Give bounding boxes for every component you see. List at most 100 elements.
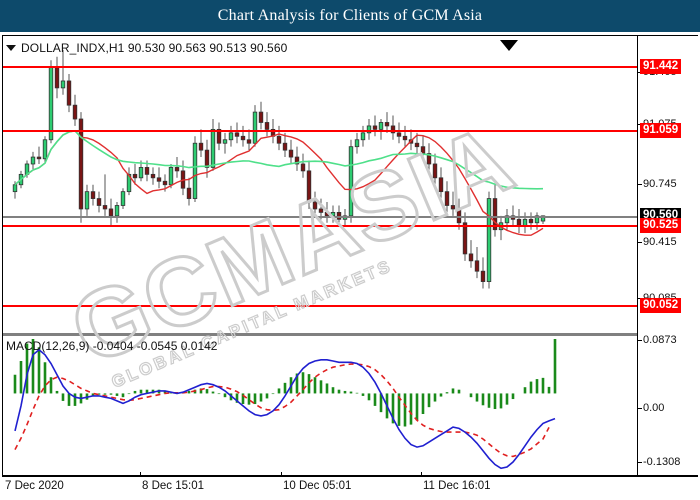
symbol-info-text: DOLLAR_INDX,H1 90.530 90.563 90.513 90.5…: [21, 41, 288, 55]
time-axis-line: [2, 476, 698, 477]
price-scale-axis-line: [637, 36, 638, 475]
candle-body: [42, 139, 48, 160]
candle-body: [300, 163, 306, 172]
candle-body: [318, 208, 324, 213]
cursor-marker-icon: [500, 40, 518, 51]
candle-body: [162, 180, 168, 186]
candle-body: [246, 139, 252, 144]
title-bar: [0, 0, 700, 32]
price-tick-label: 90.745: [643, 178, 677, 190]
candle-body: [348, 146, 354, 217]
macd-series-line: [14, 363, 550, 458]
level-line-90052: [3, 305, 637, 307]
candle-body: [120, 191, 126, 206]
macd-indicator-plot[interactable]: [3, 339, 637, 475]
candle-body: [414, 142, 420, 148]
candle-body: [240, 135, 246, 141]
candle-body: [282, 142, 288, 151]
candle-body: [150, 173, 156, 179]
price-scale[interactable]: [637, 36, 698, 475]
candle-body: [540, 215, 546, 222]
candle-body: [132, 173, 138, 179]
candle-body: [444, 191, 450, 206]
price-level-badge[interactable]: 91.442: [640, 59, 682, 74]
candle-body: [102, 205, 108, 210]
price-level-badge[interactable]: 90.052: [640, 298, 682, 313]
candle-body: [504, 215, 510, 224]
candle-body: [60, 80, 66, 89]
candle-body: [54, 66, 60, 89]
macd-series-line: [14, 348, 556, 470]
level-line-91442: [3, 66, 637, 68]
candle-body: [456, 208, 462, 224]
candle-body: [528, 218, 534, 224]
candle-body: [144, 167, 150, 175]
candle-body: [48, 66, 54, 141]
time-tick: [140, 472, 141, 477]
macd-tick-label: -0.1308: [643, 456, 681, 468]
candle-body: [372, 125, 378, 130]
level-line-91059: [3, 130, 637, 132]
candle-body: [384, 122, 390, 127]
candle-body: [432, 163, 438, 179]
candle-body: [108, 208, 114, 217]
candle-body: [306, 170, 312, 203]
price-level-badge[interactable]: 90.525: [640, 218, 682, 233]
candle-body: [312, 201, 318, 210]
candle-body: [402, 135, 408, 141]
candle-body: [330, 211, 336, 217]
candle-body: [234, 132, 240, 137]
candle-body: [66, 80, 72, 106]
candle-body: [336, 211, 342, 220]
candle-body: [468, 253, 474, 262]
price-tick: [638, 184, 642, 185]
price-tick: [638, 242, 642, 243]
macd-indicator-label: MACD(12,26,9) -0.0404 -0.0545 0.0142: [6, 339, 218, 353]
candle-body: [90, 191, 96, 199]
candle-body: [12, 184, 18, 193]
time-tick-label: 10 Dec 05:01: [283, 480, 352, 492]
candle-body: [276, 135, 282, 144]
candle-body: [126, 173, 132, 193]
candle-body: [156, 177, 162, 182]
candle-body: [390, 125, 396, 134]
candle-body: [168, 167, 174, 186]
candle-body: [96, 198, 102, 206]
level-line-90525: [3, 225, 637, 227]
candle-body: [288, 149, 294, 158]
candle-body: [84, 191, 90, 210]
candle-body: [252, 111, 258, 144]
chart-frame: [2, 35, 698, 476]
candle-body: [198, 142, 204, 151]
candle-body: [486, 198, 492, 282]
candle-body: [30, 156, 36, 165]
candle-body: [354, 139, 360, 148]
candle-body: [492, 198, 498, 231]
candle-body: [228, 132, 234, 141]
symbol-info-bar[interactable]: DOLLAR_INDX,H1 90.530 90.563 90.513 90.5…: [6, 40, 287, 56]
candle-body: [450, 205, 456, 210]
price-level-badge[interactable]: 91.059: [640, 123, 682, 138]
moving-average-line: [14, 129, 544, 190]
last-price-line: [3, 216, 637, 218]
candle-body: [420, 146, 426, 154]
candle-body: [216, 128, 222, 144]
candle-body: [474, 260, 480, 272]
macd-tick: [638, 462, 642, 463]
time-tick-label: 11 Dec 16:01: [423, 480, 491, 492]
triangle-down-icon[interactable]: [6, 44, 16, 51]
candle-body: [114, 205, 120, 217]
price-chart-svg: [12, 49, 546, 289]
candle-body: [534, 215, 540, 224]
candle-body: [222, 139, 228, 144]
price-chart-plot[interactable]: [3, 36, 637, 330]
candle-body: [480, 270, 486, 282]
macd-chart-svg: [13, 339, 557, 470]
page-title: Chart Analysis for Clients of GCM Asia: [217, 7, 483, 24]
macd-tick: [638, 340, 642, 341]
price-tick-label: 90.415: [643, 236, 677, 248]
time-tick-label: 7 Dec 2020: [5, 480, 64, 492]
macd-tick: [638, 408, 642, 409]
candle-body: [36, 156, 42, 160]
